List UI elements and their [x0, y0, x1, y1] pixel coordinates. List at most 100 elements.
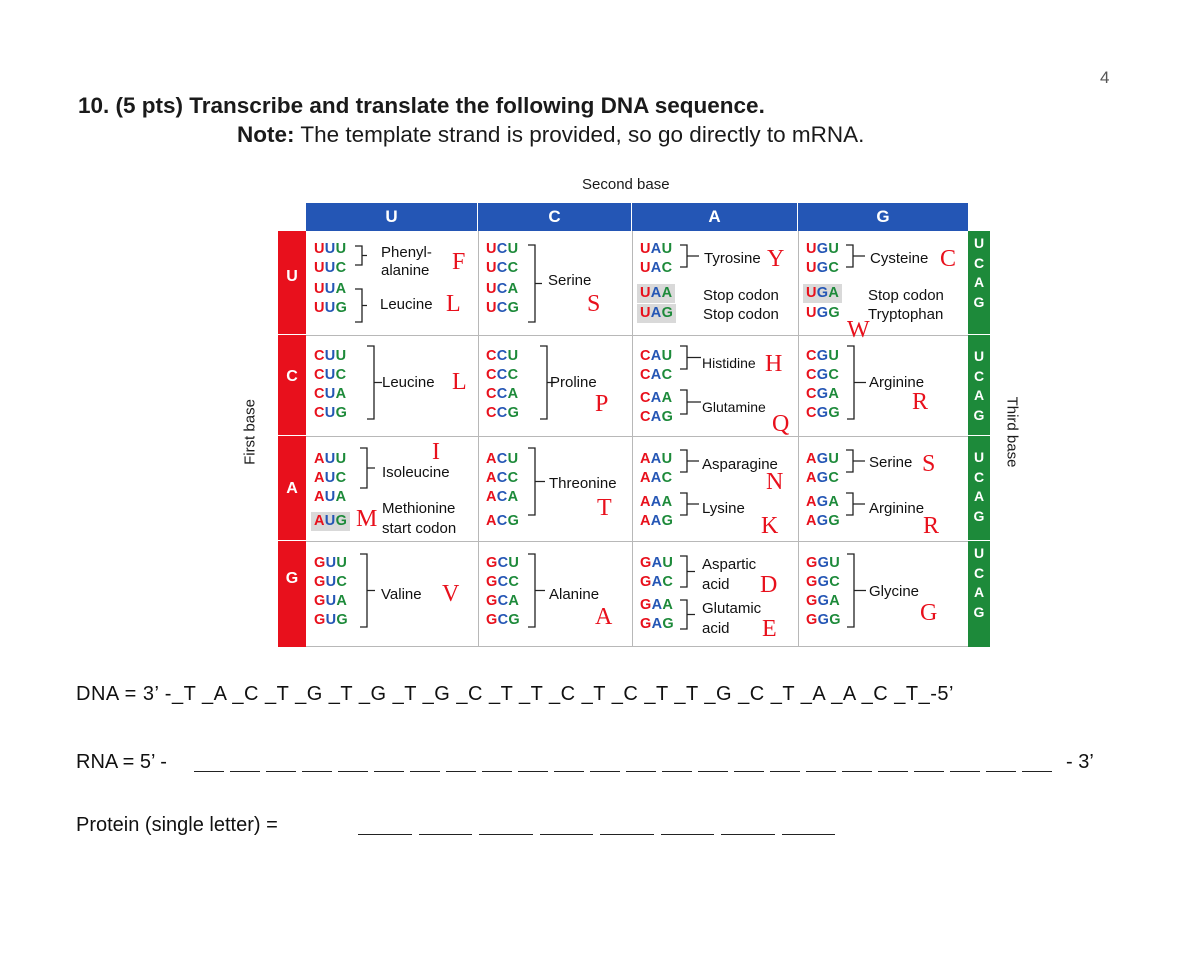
protein-blank[interactable]	[418, 834, 472, 835]
codon-cua: CUA	[314, 385, 346, 404]
rna-blank[interactable]	[374, 771, 404, 772]
codon-base: G	[816, 405, 829, 421]
amino-acid-name: Valine	[381, 586, 422, 603]
rna-blank[interactable]	[446, 771, 476, 772]
codon-base: C	[496, 241, 508, 257]
rna-blank[interactable]	[986, 771, 1016, 772]
codon-base: C	[661, 470, 673, 486]
protein-blank[interactable]	[358, 834, 412, 835]
protein-blank[interactable]	[600, 834, 654, 835]
rna-blank[interactable]	[662, 771, 692, 772]
codon-base: G	[508, 612, 520, 628]
codon-base: C	[640, 348, 651, 364]
codon-gug: GUG	[314, 611, 348, 630]
protein-blank[interactable]	[781, 834, 835, 835]
rna-blank[interactable]	[482, 771, 512, 772]
amino-acid-letter: S	[922, 451, 936, 477]
codon-base: C	[828, 470, 840, 486]
codon-base: G	[640, 597, 652, 613]
codon-base: C	[486, 367, 497, 383]
rna-blank[interactable]	[590, 771, 620, 772]
amino-acid-letter: R	[923, 513, 940, 539]
rna-blank[interactable]	[698, 771, 728, 772]
codon-base: C	[496, 451, 508, 467]
codon-base: A	[806, 513, 817, 529]
rna-blank[interactable]	[302, 771, 332, 772]
codon-ugu: UGU	[806, 240, 839, 259]
codon-base: U	[661, 348, 673, 364]
codon-base: U	[828, 348, 840, 364]
codon-base: G	[314, 593, 326, 609]
codon-base: A	[314, 489, 325, 505]
rna-blank[interactable]	[734, 771, 764, 772]
third-base-letter-u: U	[973, 449, 985, 465]
codon-base: A	[486, 513, 497, 529]
amino-acid-letter: E	[762, 616, 777, 642]
rna-blank[interactable]	[1022, 771, 1052, 772]
amino-acid-name: Leucine	[382, 374, 435, 391]
codon-gcg: GCG	[486, 611, 520, 630]
codon-base: U	[828, 241, 840, 257]
codon-uac: UAC	[640, 259, 672, 278]
codon-base: G	[640, 574, 652, 590]
codon-base: G	[314, 574, 326, 590]
rna-blank[interactable]	[914, 771, 944, 772]
codon-base: C	[640, 367, 651, 383]
codon-bracket	[847, 345, 866, 420]
rna-blank[interactable]	[518, 771, 548, 772]
rna-blank[interactable]	[626, 771, 656, 772]
codon-bracket	[355, 288, 367, 323]
rna-blank[interactable]	[194, 771, 224, 772]
codon-guu: GUU	[314, 554, 347, 573]
protein-blank[interactable]	[721, 834, 775, 835]
rna-blank[interactable]	[878, 771, 908, 772]
third-base-letter-c: C	[973, 254, 985, 271]
rna-blank[interactable]	[806, 771, 836, 772]
codon-base: U	[640, 305, 651, 321]
codon-base: U	[335, 451, 347, 467]
rna-blank[interactable]	[950, 771, 980, 772]
amino-acid-letter: Q	[772, 411, 790, 437]
protein-blank[interactable]	[539, 834, 593, 835]
amino-acid-name: Histidine	[702, 355, 756, 371]
table-gridline	[798, 231, 799, 647]
first-base-header-c: C	[278, 335, 306, 435]
rna-blank[interactable]	[770, 771, 800, 772]
codon-base: C	[496, 300, 508, 316]
codon-base: U	[508, 555, 520, 571]
amino-acid-letter: P	[595, 391, 609, 417]
codon-base: A	[335, 386, 347, 402]
codon-cau: CAU	[640, 347, 672, 366]
codon-base: A	[806, 494, 817, 510]
third-base-letter-a: A	[973, 274, 985, 290]
second-base-header-u: U	[306, 203, 477, 231]
third-base-letter-g: G	[973, 293, 985, 310]
first-base-header-u: U	[278, 231, 306, 334]
codon-aug: AUG	[311, 512, 351, 531]
codon-base: G	[662, 616, 674, 632]
rna-blank[interactable]	[230, 771, 260, 772]
rna-blank[interactable]	[842, 771, 872, 772]
codon-base: G	[806, 593, 818, 609]
codon-base: U	[324, 489, 336, 505]
amino-acid-name: acid	[702, 620, 730, 637]
table-gridline	[306, 335, 968, 336]
codon-base: G	[335, 405, 348, 421]
protein-blank[interactable]	[660, 834, 714, 835]
codon-base: C	[314, 405, 325, 421]
protein-blank[interactable]	[479, 834, 533, 835]
codon-base: C	[640, 409, 651, 425]
rna-blank[interactable]	[338, 771, 368, 772]
codon-ccc: CCC	[486, 366, 518, 385]
rna-blank[interactable]	[266, 771, 296, 772]
rna-blank[interactable]	[410, 771, 440, 772]
rna-blank[interactable]	[554, 771, 584, 772]
codon-base: U	[661, 241, 673, 257]
codon-bracket	[680, 244, 699, 268]
codon-base: A	[508, 593, 520, 609]
third-base-letter-u: U	[973, 235, 985, 251]
codon-base: U	[486, 281, 497, 297]
codon-auu: AUU	[314, 450, 346, 469]
codon-base: G	[486, 593, 498, 609]
codon-base: G	[816, 260, 829, 276]
